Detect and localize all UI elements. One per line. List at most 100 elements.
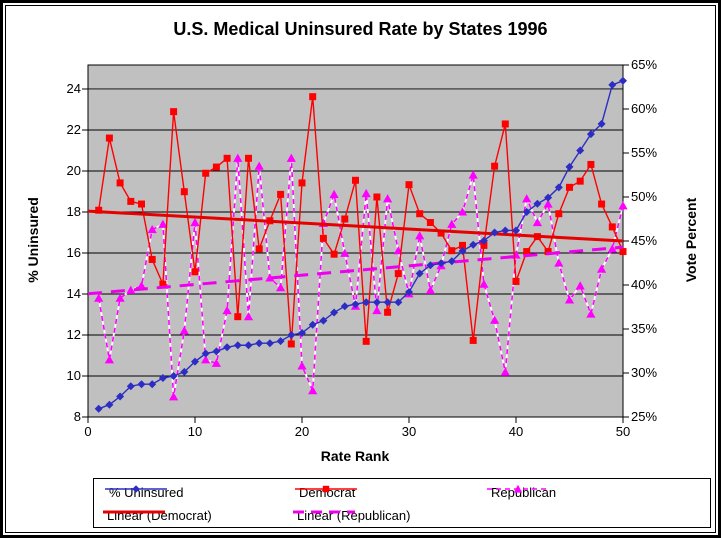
data-point-marker — [234, 313, 242, 321]
data-point-marker — [179, 326, 189, 335]
data-point-marker — [127, 197, 135, 205]
data-point-marker — [265, 273, 275, 282]
data-point-marker — [587, 160, 595, 168]
data-point-marker — [254, 161, 264, 170]
data-point-marker — [480, 241, 488, 249]
left-axis-tick-label: 24 — [66, 80, 81, 96]
data-point-marker — [126, 285, 136, 294]
legend-swatch — [103, 510, 165, 514]
data-point-marker — [244, 341, 253, 350]
data-point-marker — [222, 305, 232, 315]
data-point-marker — [94, 404, 103, 413]
data-point-marker — [180, 367, 189, 376]
data-point-marker — [566, 183, 573, 191]
data-point-marker — [554, 258, 564, 267]
data-point-marker — [340, 302, 349, 311]
left-axis-tick-label: 18 — [66, 203, 81, 219]
data-point-marker — [138, 200, 145, 208]
data-point-marker — [148, 255, 156, 263]
data-point-marker — [469, 336, 477, 344]
data-point-marker — [319, 234, 327, 242]
data-point-marker — [598, 200, 606, 208]
data-point-marker — [425, 285, 435, 294]
data-point-marker — [532, 217, 542, 227]
data-point-marker — [522, 207, 531, 216]
data-point-marker — [211, 358, 221, 367]
data-point-marker — [372, 305, 382, 315]
data-point-marker — [543, 199, 553, 208]
data-point-marker — [586, 130, 595, 139]
data-point-marker — [608, 223, 616, 231]
legend-swatch — [105, 485, 167, 493]
x-axis-tick-label: 20 — [294, 424, 310, 439]
data-point-marker — [405, 287, 413, 296]
data-point-marker — [265, 339, 274, 348]
data-point-marker — [201, 349, 210, 358]
x-axis-title: Rate Rank — [320, 448, 390, 464]
data-point-marker — [491, 162, 499, 170]
data-point-marker — [297, 361, 307, 370]
data-point-marker — [180, 188, 188, 196]
legend-swatch — [293, 510, 355, 514]
data-point-marker — [191, 268, 199, 276]
data-point-marker — [341, 215, 349, 223]
data-point-marker — [501, 226, 510, 235]
data-point-marker — [105, 134, 113, 142]
data-point-marker — [619, 248, 627, 256]
data-point-marker — [544, 193, 553, 202]
data-point-marker — [105, 400, 114, 409]
data-point-marker — [437, 259, 446, 268]
data-point-marker — [191, 357, 199, 366]
data-point-marker — [586, 309, 596, 318]
data-point-marker — [116, 179, 124, 187]
data-point-marker — [415, 269, 424, 278]
data-point-marker — [329, 189, 339, 198]
data-point-marker — [340, 248, 350, 257]
data-point-marker — [447, 219, 457, 228]
data-point-marker — [298, 328, 306, 337]
data-point-marker — [522, 194, 532, 203]
plot-background — [87, 64, 624, 418]
data-point-marker — [277, 190, 285, 198]
right-axis-tick-label: 25% — [631, 409, 658, 424]
data-point-marker — [490, 315, 500, 324]
data-point-marker — [276, 337, 285, 346]
left-axis-tick-label: 22 — [66, 121, 81, 137]
data-point-marker — [116, 392, 125, 401]
left-axis-tick-label: 8 — [73, 409, 81, 424]
left-axis-tick-label: 20 — [66, 162, 81, 178]
data-point-marker — [555, 210, 563, 218]
right-axis-tick-label: 60% — [631, 101, 658, 116]
left-axis-tick-label: 12 — [66, 326, 81, 342]
x-axis-tick-label: 40 — [508, 424, 524, 439]
data-point-marker — [426, 219, 434, 227]
data-point-marker — [169, 371, 178, 380]
data-point-marker — [287, 330, 296, 339]
data-point-marker — [608, 80, 617, 89]
data-point-marker — [298, 179, 306, 187]
left-axis-tick-label: 10 — [66, 367, 81, 383]
left-axis-tick-label: 16 — [66, 244, 81, 260]
data-point-marker — [202, 169, 210, 177]
data-point-marker — [330, 308, 339, 317]
data-point-marker — [362, 298, 371, 307]
x-axis-tick-label: 50 — [615, 424, 631, 439]
trendline — [87, 209, 624, 243]
data-point-marker — [564, 295, 575, 304]
x-axis-tick-label: 30 — [401, 424, 417, 439]
data-point-marker — [308, 320, 317, 329]
data-point-marker — [565, 162, 574, 171]
data-point-marker — [212, 347, 221, 356]
data-point-marker — [405, 181, 413, 189]
left-axis-tick-label: 14 — [66, 285, 81, 301]
legend-item-democrat: Democrat — [294, 482, 357, 502]
data-point-marker — [330, 250, 338, 258]
legend-item-linear-republican: Linear (Republican) — [292, 505, 410, 525]
x-axis-tick-label: 0 — [84, 424, 92, 439]
data-point-marker — [458, 246, 467, 255]
data-point-marker — [384, 308, 392, 316]
data-point-marker — [416, 210, 424, 218]
data-point-marker — [287, 340, 295, 348]
data-point-marker — [575, 281, 585, 290]
